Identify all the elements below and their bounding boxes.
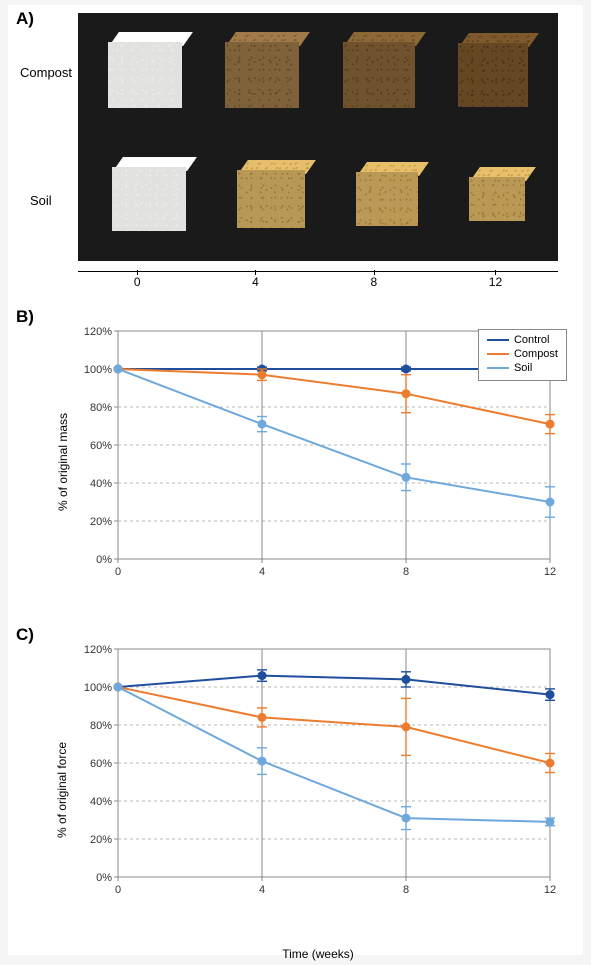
svg-text:60%: 60% [90, 758, 112, 770]
svg-text:20%: 20% [90, 516, 112, 528]
xaxis-tick: 4 [252, 275, 259, 289]
panel-a: A) Compost Soil 04812 [8, 5, 583, 275]
sample-cube [469, 177, 525, 221]
svg-text:4: 4 [259, 566, 265, 578]
svg-text:80%: 80% [90, 720, 112, 732]
svg-text:120%: 120% [84, 326, 112, 338]
svg-text:8: 8 [403, 566, 409, 578]
figure: A) Compost Soil 04812 B) % of original m… [8, 5, 583, 955]
legend-label: Compost [514, 348, 558, 360]
sample-cube [237, 170, 305, 228]
legend-swatch [487, 367, 509, 369]
svg-text:20%: 20% [90, 834, 112, 846]
legend-label: Soil [514, 362, 532, 374]
svg-text:0%: 0% [96, 872, 112, 884]
photo-area [78, 13, 558, 261]
svg-text:8: 8 [403, 884, 409, 896]
cube-row-soil [78, 137, 558, 261]
sample-cube [356, 172, 418, 226]
legend-item: Control [487, 334, 558, 346]
svg-text:100%: 100% [84, 364, 112, 376]
svg-text:80%: 80% [90, 402, 112, 414]
panel-b-label: B) [16, 307, 34, 327]
svg-text:4: 4 [259, 884, 265, 896]
x-axis-title: Time (weeks) [78, 947, 558, 961]
panel-a-xaxis: 0 4 8 12 [78, 271, 558, 289]
svg-text:12: 12 [544, 884, 556, 896]
panel-c: C) % of original force 0% 20% 40% 60% 80% 100… [8, 625, 583, 955]
panel-b: B) % of original mass 0% 20% 40% 60% 80% 100%… [8, 307, 583, 617]
row-label-compost: Compost [20, 65, 72, 80]
sample-cube [112, 167, 186, 231]
sample-cube [458, 43, 528, 107]
svg-text:40%: 40% [90, 796, 112, 808]
legend-swatch [487, 353, 509, 355]
panel-a-label: A) [16, 9, 34, 29]
panel-c-label: C) [16, 625, 34, 645]
svg-text:0%: 0% [96, 554, 112, 566]
legend: Control Compost Soil [478, 329, 567, 381]
xaxis-tick: 12 [489, 275, 502, 289]
sample-cube [343, 42, 415, 108]
svg-text:0: 0 [115, 884, 121, 896]
legend-swatch [487, 339, 509, 341]
panel-c-ytitle: % of original force [55, 742, 69, 838]
svg-text:12: 12 [544, 566, 556, 578]
legend-item: Compost [487, 348, 558, 360]
row-label-soil: Soil [30, 193, 52, 208]
svg-text:60%: 60% [90, 440, 112, 452]
svg-text:0: 0 [115, 566, 121, 578]
panel-b-ytitle: % of original mass [56, 413, 70, 511]
xaxis-tick: 8 [370, 275, 377, 289]
sample-cube [225, 42, 299, 108]
panel-c-chart: 0% 20% 40% 60% 80% 100% 120% 0 4 8 12 [78, 643, 558, 903]
xaxis-tick: 0 [134, 275, 141, 289]
legend-label: Control [514, 334, 549, 346]
svg-text:100%: 100% [84, 682, 112, 694]
svg-text:120%: 120% [84, 644, 112, 656]
svg-text:40%: 40% [90, 478, 112, 490]
sample-cube [108, 42, 182, 108]
legend-item: Soil [487, 362, 558, 374]
cube-row-compost [78, 13, 558, 137]
